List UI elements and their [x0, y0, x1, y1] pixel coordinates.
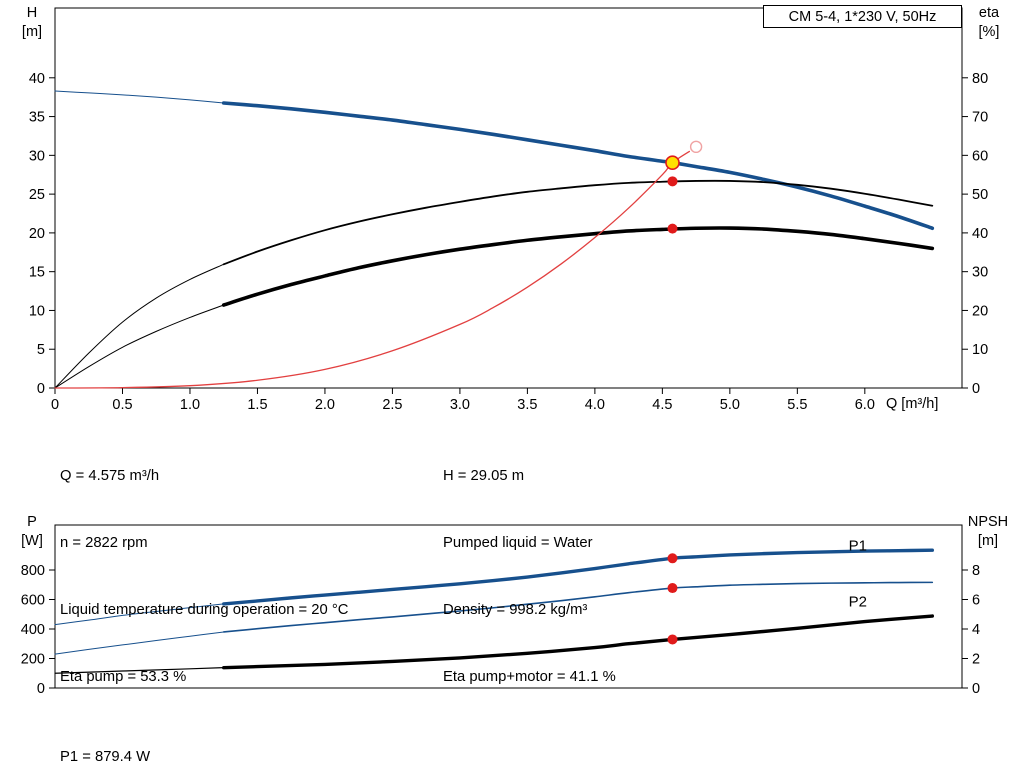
x-tick-label: 3.5	[517, 397, 537, 413]
npsh-axis-unit: [m]	[977, 533, 999, 549]
npsh-curve	[222, 614, 935, 670]
h-curve	[221, 101, 935, 231]
x-tick-label: 1.5	[247, 397, 267, 413]
p1-duty-marker	[667, 553, 678, 564]
pump-type-box: CM 5-4, 1*230 V, 50Hz	[763, 5, 962, 28]
y-left-tick-label: 15	[29, 265, 45, 281]
annot-speed: n = 2822 rpm	[60, 535, 148, 552]
system-curve	[54, 150, 691, 389]
p2-duty-marker	[667, 583, 678, 594]
y-right-tick-label: 10	[972, 342, 988, 358]
y-right-tick-label: 6	[972, 592, 980, 608]
annot-p1: P1 = 879.4 W	[60, 748, 151, 765]
eta-axis-unit: [%]	[978, 24, 1000, 40]
y-left-tick-label: 35	[29, 110, 45, 126]
annot-density: Density = 998.2 kg/m³	[443, 602, 588, 619]
duty-point-marker	[665, 155, 680, 171]
x-tick-label: 3.0	[450, 397, 470, 413]
eta-axis-title: eta [%]	[966, 4, 1012, 42]
eta-pump-curve-lead	[54, 263, 225, 389]
x-tick-label: 5.5	[787, 397, 807, 413]
y-left-tick-label: 200	[21, 651, 45, 667]
p1-curve-lead	[54, 603, 225, 626]
x-tick-label: 4.5	[652, 397, 672, 413]
y-left-tick-label: 5	[37, 342, 45, 358]
y-right-tick-label: 80	[972, 71, 988, 87]
y-left-tick-label: 400	[21, 622, 45, 638]
npsh-axis-symbol: NPSH	[967, 514, 1009, 530]
y-right-tick-label: 30	[972, 265, 988, 281]
duty-annotations-left: Q = 4.575 m³/h n = 2822 rpm Liquid tempe…	[60, 420, 348, 734]
y-left-tick-label: 800	[21, 563, 45, 579]
x-tick-label: 5.0	[720, 397, 740, 413]
y-left-tick-label: 30	[29, 148, 45, 164]
x-tick-label: 1.0	[180, 397, 200, 413]
h-axis-unit: [m]	[21, 24, 43, 40]
y-left-tick-label: 600	[21, 592, 45, 608]
annot-pumped-liquid: Pumped liquid = Water	[443, 535, 593, 552]
eta-pump-motor-curve-lead	[54, 304, 225, 389]
p-axis-symbol: P	[27, 514, 37, 530]
y-right-tick-label: 0	[972, 681, 980, 697]
x-tick-label: 0	[51, 397, 59, 413]
npsh-curve-lead	[54, 667, 225, 674]
system-curve-end-marker	[689, 140, 703, 154]
y-left-tick-label: 25	[29, 187, 45, 203]
h-curve-lead	[54, 90, 225, 104]
power-npsh-chart: 0 200 400 600 800 0 2 4 6 8 P1 P2	[21, 524, 980, 697]
eta-pump-curve	[222, 179, 934, 266]
duty-annotations-right: H = 29.05 m Pumped liquid = Water Densit…	[443, 420, 616, 734]
hq-eta-chart: 0 0.5 1.0 1.5 2.0 2.5 3.0 3.5 4.0 4.5 5.0 5.5 6.0 0 5 1…	[29, 7, 988, 413]
plot-frame	[54, 7, 963, 389]
annot-flow: Q = 4.575 m³/h	[60, 467, 160, 484]
p2-curve	[222, 581, 934, 633]
x-tick-label: 0.5	[112, 397, 132, 413]
p1-curve	[222, 548, 935, 606]
eta-pump-duty-marker	[667, 176, 678, 187]
y-right-tick-label: 40	[972, 226, 988, 242]
annot-eta-pump-motor: Eta pump+motor = 41.1 %	[443, 669, 616, 686]
npsh-axis-title: NPSH [m]	[958, 513, 1018, 551]
y-right-tick-label: 0	[972, 381, 980, 397]
h-axis-symbol: H	[26, 5, 38, 21]
y-right-tick-label: 60	[972, 148, 988, 164]
x-tick-label: 6.0	[855, 397, 875, 413]
p2-curve-lead	[54, 631, 225, 655]
annot-eta-pump: Eta pump = 53.3 %	[60, 669, 187, 686]
x-tick-label: 4.0	[585, 397, 605, 413]
annot-head: H = 29.05 m	[443, 467, 525, 484]
p-axis-title: P [W]	[12, 513, 52, 551]
npsh-duty-marker	[667, 634, 678, 645]
p1-curve-label: P1	[849, 538, 867, 555]
x-tick-label: 2.0	[315, 397, 335, 413]
p2-curve-label: P2	[849, 594, 867, 611]
x-tick-label: 2.5	[382, 397, 402, 413]
annot-liquid-temperature: Liquid temperature during operation = 20…	[60, 602, 349, 619]
p-axis-unit: [W]	[21, 533, 43, 549]
y-right-tick-label: 8	[972, 563, 980, 579]
y-left-tick-label: 0	[37, 681, 45, 697]
y-left-tick-label: 10	[29, 303, 45, 319]
q-axis-label: Q [m³/h]	[886, 396, 939, 412]
eta-pump-motor-duty-marker	[667, 223, 678, 234]
y-right-tick-label: 70	[972, 110, 988, 126]
power-annotations: P1 = 879.4 W P2 = 677.5 W NPSH = 3.29 m	[60, 701, 163, 781]
y-right-tick-label: 2	[972, 651, 980, 667]
y-left-tick-label: 40	[29, 71, 45, 87]
y-right-tick-label: 4	[972, 622, 980, 638]
y-right-tick-label: 20	[972, 303, 988, 319]
eta-axis-symbol: eta	[978, 5, 1000, 21]
h-axis-title: H [m]	[12, 4, 52, 42]
y-left-tick-label: 0	[37, 381, 45, 397]
y-left-tick-label: 20	[29, 226, 45, 242]
y-right-tick-label: 50	[972, 187, 988, 203]
plot-frame	[54, 524, 963, 689]
eta-pump-motor-curve	[221, 226, 935, 307]
